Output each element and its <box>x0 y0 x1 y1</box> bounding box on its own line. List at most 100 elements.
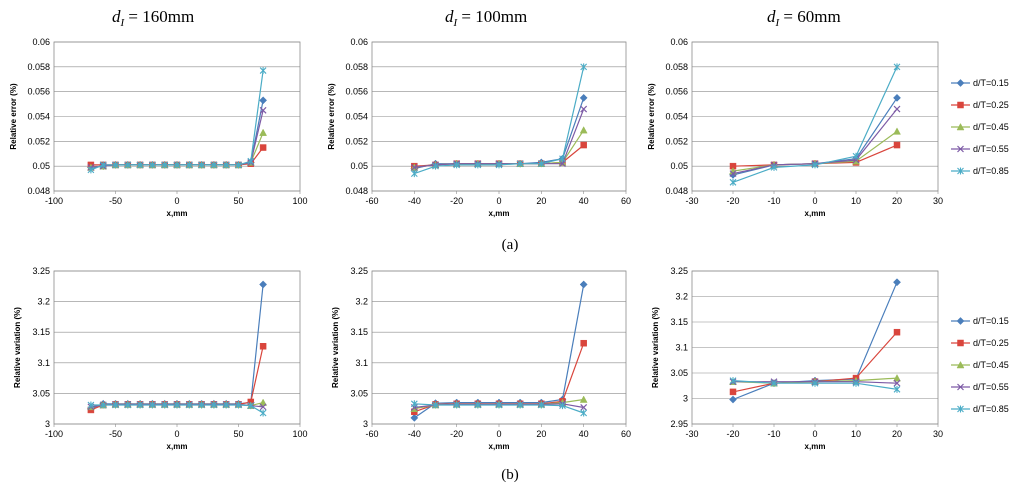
legend-label: d/T=0.85 <box>973 166 1009 176</box>
data-point <box>729 178 737 186</box>
data-point <box>247 157 255 165</box>
x-tick-label: -10 <box>767 196 780 206</box>
x-tick-label: 0 <box>174 429 179 439</box>
x-tick-label: 60 <box>621 429 631 439</box>
x-axis-title: x,mm <box>167 209 188 218</box>
data-point <box>222 401 230 409</box>
data-point <box>729 388 737 396</box>
y-tick-label: 3 <box>45 419 50 429</box>
data-point <box>198 161 205 169</box>
data-point <box>432 401 439 409</box>
header-col1: dI = 160mm <box>112 7 194 29</box>
x-tick-label: 0 <box>812 429 817 439</box>
x-tick-label: -60 <box>365 429 378 439</box>
y-tick-label: 0.048 <box>665 186 688 196</box>
y-tick-label: 0.05 <box>670 161 688 171</box>
y-tick-label: 3.2 <box>355 297 368 307</box>
data-point <box>259 409 267 417</box>
data-point <box>537 160 545 168</box>
y-tick-label: 0.054 <box>27 112 50 122</box>
legend-label: d/T=0.25 <box>973 100 1009 110</box>
data-point <box>811 161 819 169</box>
data-point <box>136 401 144 409</box>
data-point <box>136 161 144 169</box>
x-tick-label: -20 <box>726 196 739 206</box>
x-tick-label: 30 <box>933 429 943 439</box>
x-axis-title: x,mm <box>805 209 826 218</box>
legend-label: d/T=0.25 <box>973 338 1009 348</box>
y-tick-label: 0.048 <box>27 186 50 196</box>
y-tick-label: 0.054 <box>345 112 368 122</box>
data-point <box>580 63 588 71</box>
data-point <box>149 401 156 409</box>
data-point <box>410 400 418 408</box>
data-point <box>222 161 230 169</box>
data-point <box>124 161 132 169</box>
legend-marker <box>956 79 965 87</box>
data-point <box>99 401 107 409</box>
data-point <box>87 166 95 174</box>
data-point <box>580 105 588 113</box>
y-axis-title: Relative variation (%) <box>651 307 660 388</box>
data-point <box>893 278 901 287</box>
y-tick-label: 3.05 <box>670 368 688 378</box>
y-tick-label: 0.06 <box>670 37 688 47</box>
data-point <box>729 170 737 178</box>
y-tick-label: 3.2 <box>37 297 50 307</box>
chart-relative-error-160mm: 0.048 0.05 0.052 0.054 0.056 0.058 0.06 -100 -50… <box>9 37 308 218</box>
x-tick-label: -30 <box>685 196 698 206</box>
data-point <box>247 402 255 410</box>
legend-marker <box>957 145 964 153</box>
x-tick-label: 20 <box>536 429 546 439</box>
data-point <box>729 395 737 404</box>
data-point <box>580 409 588 417</box>
y-tick-label: 0.058 <box>27 62 50 72</box>
data-point <box>259 403 267 411</box>
data-point <box>580 141 587 149</box>
data-point <box>893 374 901 382</box>
data-point <box>579 280 588 289</box>
y-tick-label: 3.25 <box>350 266 368 276</box>
plot-area <box>53 270 301 425</box>
y-tick-label: 3.25 <box>32 266 50 276</box>
data-point <box>579 126 588 134</box>
y-tick-label: 0.05 <box>350 161 368 171</box>
y-tick-label: 0.054 <box>665 112 688 122</box>
x-tick-label: 0 <box>174 196 179 206</box>
y-tick-label: 0.052 <box>345 136 368 146</box>
legend-label: d/T=0.45 <box>973 360 1009 370</box>
x-tick-label: -50 <box>109 429 122 439</box>
legend-label: d/T=0.55 <box>973 144 1009 154</box>
data-point <box>210 161 218 169</box>
data-point <box>198 401 205 409</box>
y-tick-label: 3.15 <box>32 327 50 337</box>
x-tick-label: -40 <box>408 429 421 439</box>
data-point <box>173 401 181 409</box>
y-tick-label: 3.25 <box>670 266 688 276</box>
x-tick-label: 0 <box>496 196 501 206</box>
data-point <box>852 152 860 160</box>
data-point <box>185 401 193 409</box>
data-point <box>474 401 482 409</box>
data-point <box>537 401 545 409</box>
data-point <box>112 401 119 409</box>
data-point <box>259 106 267 114</box>
data-point <box>474 161 482 169</box>
y-axis-title: Relative error (%) <box>327 83 336 150</box>
data-point <box>432 162 439 170</box>
y-tick-label: 3 <box>683 394 688 404</box>
data-point <box>559 155 566 163</box>
data-point <box>579 395 588 403</box>
y-tick-label: 0.048 <box>345 186 368 196</box>
x-tick-label: 10 <box>851 196 861 206</box>
x-tick-label: -30 <box>685 429 698 439</box>
legend-marker <box>956 122 965 131</box>
y-tick-label: 0.056 <box>27 87 50 97</box>
legend-marker <box>957 167 964 175</box>
legend-label: d/T=0.15 <box>973 316 1009 326</box>
legend-label: d/T=0.85 <box>973 404 1009 414</box>
data-point <box>893 63 901 71</box>
chart-relative-variation-60mm: 2.95 3 3.05 3.1 3.15 3.2 3.25 -30 -20 -10 0 10 20 30 x… <box>651 266 943 451</box>
y-axis-title: Relative error (%) <box>647 83 656 150</box>
data-point <box>893 105 901 113</box>
